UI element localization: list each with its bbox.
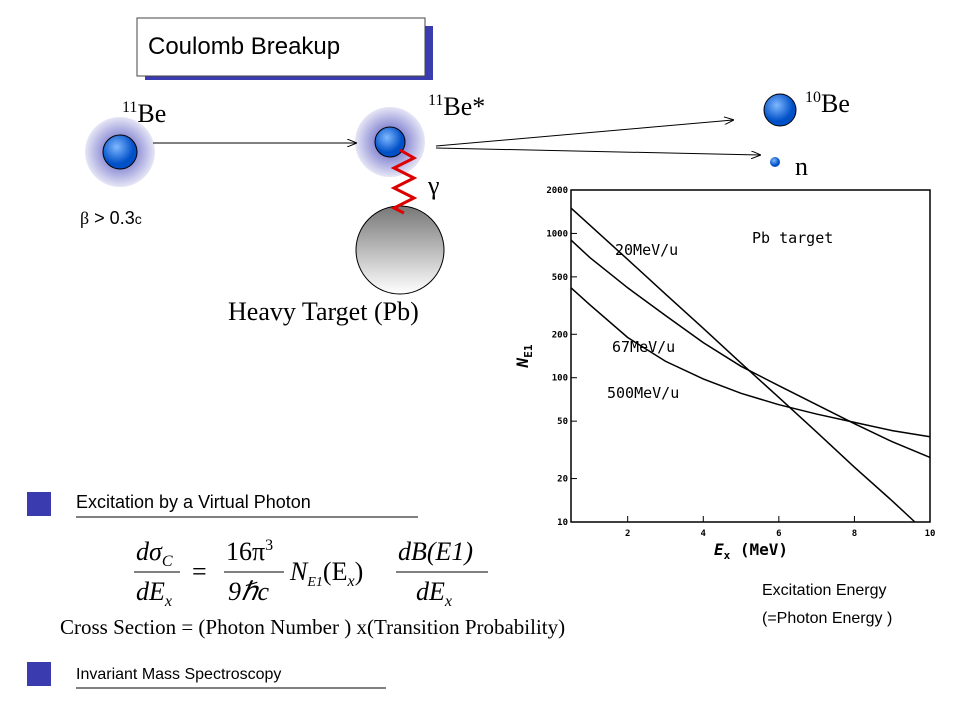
bullet <box>27 492 51 516</box>
title: Coulomb Breakup <box>148 33 340 60</box>
mass: 11 <box>122 99 137 116</box>
x-tick-label: 6 <box>776 529 781 539</box>
formula: dσC dEx = 16π3 9ℏc NE1(Ex) dB(E1) dEx <box>134 537 488 610</box>
x-tick-label: 4 <box>701 529 707 539</box>
formula-part: dE <box>416 577 445 606</box>
velocity: β > 0.3c <box>80 208 142 228</box>
nucleus-label: 10Be <box>805 89 850 118</box>
y-axis-label: NE1 <box>513 344 535 368</box>
series-line <box>570 207 916 523</box>
formula-part: x <box>346 573 354 590</box>
y-sub: E1 <box>522 344 535 358</box>
formula-part: 9ℏc <box>228 577 269 606</box>
formula-part: dEx <box>416 577 452 610</box>
formula-part: x <box>444 593 452 610</box>
formula-part: E1 <box>306 575 323 590</box>
formula-part: (E <box>323 557 348 586</box>
photon-label: γ <box>427 171 440 200</box>
nucleus <box>763 93 797 127</box>
formula-part: 16π <box>226 537 265 566</box>
nucleus <box>102 134 138 170</box>
nucleus-label: 11Be <box>122 99 166 128</box>
title-box <box>136 17 426 77</box>
unit: c <box>135 211 142 227</box>
caption: Cross Section = (Photon Number ) x(Trans… <box>60 615 565 639</box>
photon-line <box>390 148 418 215</box>
formula-part: NE1(Ex) <box>289 557 363 590</box>
nucleus <box>374 126 406 158</box>
formula-part: dB(E1) <box>398 537 473 566</box>
series-label: 500MeV/u <box>607 384 679 402</box>
mass: 11 <box>428 92 443 109</box>
series-label: 20MeV/u <box>615 241 678 259</box>
y-tick-label: 20 <box>557 475 568 485</box>
series-line <box>570 239 931 459</box>
velocity-text: > 0.3 <box>89 208 135 228</box>
formula-part: 3 <box>265 537 273 554</box>
beta: β <box>80 208 89 228</box>
arrow <box>435 120 733 147</box>
arrow <box>435 147 760 155</box>
formula-part: dE <box>136 577 165 606</box>
nucleus-label: 11Be* <box>428 92 485 121</box>
formula-part: = <box>192 557 207 586</box>
formula-part: dEx <box>136 577 172 610</box>
y-tick-label: 500 <box>552 273 568 283</box>
y-tick-label: 1000 <box>546 229 568 239</box>
formula-part: dσC <box>136 537 173 570</box>
formula-part: N <box>289 557 309 586</box>
target-label: Heavy Target (Pb) <box>228 297 419 326</box>
symbol: Be <box>137 99 166 128</box>
neutron-label: n <box>795 152 808 181</box>
x-tick-label: 2 <box>625 529 630 539</box>
formula-part: dσ <box>136 537 163 566</box>
x-symbol: E <box>714 540 724 559</box>
x-tick-label: 8 <box>852 529 857 539</box>
heading: Excitation by a Virtual Photon <box>76 492 311 512</box>
chart-caption: (=Photon Energy ) <box>762 610 892 627</box>
x-tick-label: 10 <box>925 529 936 539</box>
formula-part: 16π3 <box>226 537 273 566</box>
y-tick-label: 10 <box>557 518 568 528</box>
y-symbol: N <box>513 357 532 368</box>
heading: Invariant Mass Spectroscopy <box>76 666 281 683</box>
formula-part: ) <box>355 557 364 586</box>
y-tick-label: 200 <box>552 330 568 340</box>
formula-part: x <box>164 593 172 610</box>
x-axis-label: Ex (MeV) <box>714 540 788 562</box>
symbol: Be <box>821 89 850 118</box>
x-unit: (MeV) <box>730 540 788 559</box>
mass: 10 <box>805 89 821 106</box>
neutron <box>770 157 780 167</box>
y-tick-label: 100 <box>552 374 568 384</box>
formula-part: C <box>162 553 173 570</box>
series-line <box>570 287 931 438</box>
y-tick-label: 50 <box>557 417 568 427</box>
y-tick-label: 2000 <box>546 186 568 196</box>
chart-caption: Excitation Energy <box>762 582 887 599</box>
symbol: Be* <box>443 92 485 121</box>
target <box>355 205 445 295</box>
plot-frame <box>570 189 931 523</box>
annotation: Pb target <box>752 229 833 247</box>
bullet <box>27 662 51 686</box>
x-sub: x <box>724 549 731 562</box>
